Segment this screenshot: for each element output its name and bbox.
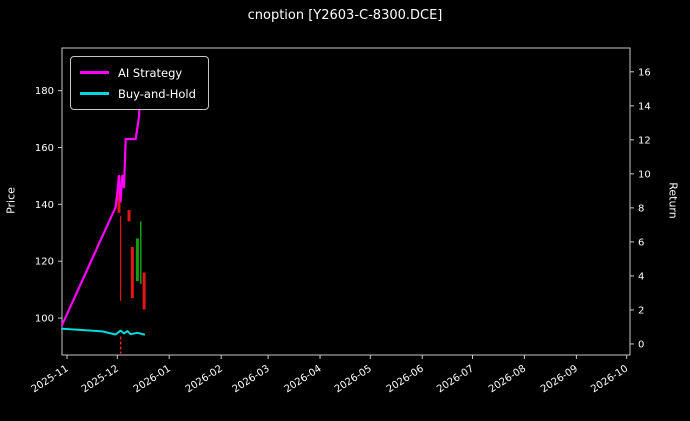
legend: AI Strategy Buy-and-Hold	[70, 56, 209, 110]
left-y-tick-label: 120	[35, 257, 54, 268]
x-tick-label: 2026-08	[487, 363, 528, 395]
plot-border	[61, 47, 631, 356]
legend-item-ai-strategy: AI Strategy	[80, 62, 196, 83]
x-tick-label: 2026-09	[539, 363, 580, 395]
legend-item-buy-and-hold: Buy-and-Hold	[80, 83, 196, 104]
right-y-tick-label: 14	[638, 101, 651, 112]
x-tick-label: 2026-03	[231, 363, 272, 395]
right-y-tick-label: 2	[638, 305, 644, 316]
x-tick-label: 2026-06	[385, 363, 426, 395]
right-y-tick-label: 16	[638, 67, 651, 78]
x-tick-label: 2026-01	[132, 363, 173, 395]
left-y-tick-label: 100	[35, 314, 54, 325]
x-tick-label: 2025-12	[80, 363, 121, 395]
left-y-tick-label: 180	[35, 86, 54, 97]
buy-and-hold-line-swatch	[80, 92, 109, 95]
ai-strategy-line-swatch	[80, 71, 109, 74]
x-tick-label: 2026-04	[283, 363, 324, 395]
right-y-tick-label: 4	[638, 271, 644, 282]
x-tick-label: 2026-05	[333, 363, 374, 395]
x-tick-label: 2026-10	[589, 363, 630, 395]
right-y-tick-label: 12	[638, 135, 651, 146]
right-y-tick-label: 8	[638, 203, 644, 214]
x-tick-label: 2026-07	[435, 363, 476, 395]
right-y-tick-label: 10	[638, 169, 651, 180]
right-y-tick-label: 0	[638, 339, 644, 350]
left-y-tick-label: 160	[35, 143, 54, 154]
chart-title: cnoption [Y2603-C-8300.DCE]	[247, 8, 443, 23]
right-y-tick-label: 6	[638, 237, 644, 248]
x-tick-label: 2025-11	[30, 363, 71, 395]
right-axis-label: Return	[666, 182, 680, 219]
buy-and-hold-line	[61, 327, 146, 336]
legend-label: Buy-and-Hold	[118, 86, 196, 101]
left-y-tick-label: 140	[35, 200, 54, 211]
left-axis-label: Price	[4, 187, 18, 214]
legend-label: AI Strategy	[118, 65, 183, 80]
x-tick-label: 2026-02	[184, 363, 225, 395]
